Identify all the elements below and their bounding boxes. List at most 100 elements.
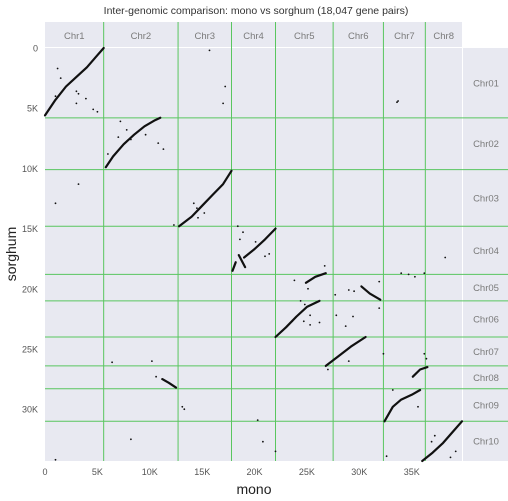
y-tick-label: 0 [33, 44, 38, 54]
synteny-block [274, 299, 321, 339]
x-chromosome-label: Chr3 [195, 31, 216, 42]
gene-pair-point [302, 320, 305, 323]
gene-pair-point [274, 450, 277, 453]
gene-pair-point [400, 272, 403, 275]
synteny-block [243, 227, 277, 259]
gene-pair-point [256, 419, 259, 421]
gene-pair-point [125, 129, 128, 131]
gene-pair-point [425, 357, 428, 360]
gene-pair-point [382, 352, 385, 355]
synteny-block [360, 285, 382, 301]
gene-pair-point [222, 102, 225, 105]
gene-pair-point [224, 85, 227, 88]
x-chromosome-label: Chr1 [64, 31, 85, 42]
gene-pair-point [254, 241, 257, 243]
y-tick-label: 25K [22, 345, 38, 355]
gene-pair-point [119, 120, 122, 123]
synteny-block [421, 420, 464, 463]
synteny-block [237, 254, 247, 269]
x-chromosome-label: Chr6 [348, 31, 369, 42]
gene-pair-point [162, 148, 165, 151]
y-axis-label: sorghum [3, 227, 19, 281]
y-chromosome-label: Chr06 [473, 314, 499, 325]
scatter-points [54, 49, 457, 461]
gene-pair-point [378, 307, 381, 309]
gene-pair-point [264, 255, 266, 258]
y-chromosome-label: Chr05 [473, 283, 499, 294]
gene-pair-point [54, 95, 57, 98]
x-tick-label: 15K [194, 467, 210, 477]
gene-pair-point [181, 405, 184, 408]
gene-pair-point [107, 153, 109, 155]
gene-pair-point [334, 293, 337, 296]
gene-pair-point [347, 360, 350, 362]
x-chromosome-labels: Chr1 Chr2 Chr3 Chr4 Chr5 Chr6 Chr7 Chr8 [64, 31, 454, 42]
gene-pair-point [208, 49, 211, 52]
gene-pair-point [183, 408, 186, 411]
x-tick-label: 20K [246, 467, 262, 477]
gene-pair-point [56, 67, 59, 70]
gene-pair-point [397, 100, 399, 102]
x-axis-ticks: 0 5K 10K 15K 20K 25K 30K 35K [42, 467, 419, 477]
y-tick-label: 15K [22, 224, 38, 234]
gene-pair-point [117, 136, 120, 139]
y-chromosome-label: Chr01 [473, 78, 499, 89]
synteny-block [104, 116, 162, 169]
gene-pair-point [309, 324, 311, 326]
gene-pair-point [75, 102, 78, 105]
gene-pair-point [59, 77, 62, 79]
gene-pair-point [239, 238, 241, 241]
y-tick-label: 30K [22, 405, 38, 415]
x-chromosome-label: Chr8 [433, 31, 454, 42]
y-chromosome-label: Chr02 [473, 139, 499, 150]
gene-pair-point [352, 315, 354, 318]
gene-pair-point [307, 287, 309, 290]
x-chromosome-label: Chr7 [394, 31, 415, 42]
synteny-block [304, 272, 327, 284]
x-chromosome-label: Chr5 [294, 31, 315, 42]
y-chromosome-label: Chr03 [473, 193, 499, 204]
gene-pair-point [391, 389, 394, 391]
gene-pair-point [96, 110, 99, 113]
gene-pair-point [423, 352, 426, 355]
x-axis-label: mono [236, 481, 271, 497]
gene-pair-point [196, 207, 198, 210]
gene-pair-point [335, 314, 338, 317]
gene-pair-point [407, 273, 410, 276]
gene-pair-point [344, 325, 347, 327]
synteny-block [231, 261, 237, 272]
x-tick-label: 35K [404, 467, 420, 477]
y-axis-ticks: 0 5K 10K 15K 20K 25K 30K [22, 44, 38, 415]
gene-pair-point [242, 231, 244, 234]
gene-pair-point [347, 289, 350, 291]
gene-pair-point [130, 438, 132, 441]
gene-pair-point [144, 133, 147, 136]
y-tick-label: 20K [22, 284, 38, 294]
x-chromosome-label: Chr2 [131, 31, 152, 42]
gene-pair-point [433, 434, 436, 437]
gene-pair-point [417, 405, 419, 408]
gene-pair-point [236, 225, 239, 228]
gene-pair-point [430, 440, 433, 443]
gene-pair-point [378, 280, 381, 283]
y-chromosome-label: Chr08 [473, 373, 499, 384]
gene-pair-point [197, 216, 199, 219]
x-chromosome-label: Chr4 [243, 31, 264, 42]
y-tick-label: 10K [22, 164, 38, 174]
y-chromosome-label: Chr04 [473, 246, 499, 257]
top-strip-background [45, 22, 462, 47]
gene-pair-point [203, 212, 206, 214]
gene-pair-point [70, 80, 73, 83]
gene-pair-point [111, 361, 113, 364]
gene-pair-point [54, 202, 57, 205]
gene-pair-point [293, 279, 296, 282]
y-tick-label: 5K [27, 104, 38, 114]
gene-pair-point [77, 183, 80, 186]
y-chromosome-label: Chr07 [473, 347, 499, 358]
gene-pair-point [299, 300, 302, 302]
synteny-blocks [43, 46, 464, 463]
chart-title: Inter-genomic comparison: mono vs sorghu… [104, 5, 409, 17]
y-chromosome-labels: Chr01 Chr02 Chr03 Chr04 Chr05 Chr06 Chr07 Chr08… [473, 78, 499, 447]
gene-pair-point [130, 138, 132, 141]
gene-pair-point [449, 456, 452, 459]
